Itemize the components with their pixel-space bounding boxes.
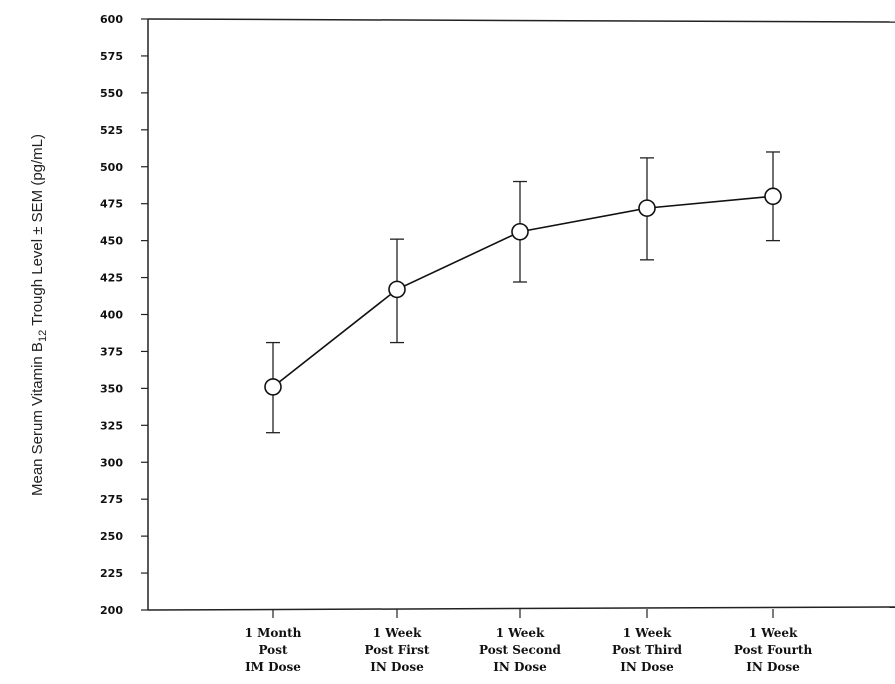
data-point: [511, 222, 529, 241]
y-tick-label: 225: [100, 567, 123, 580]
x-tick-label: 1 Week Post First IN Dose: [365, 626, 430, 674]
y-tick-label: 250: [100, 530, 123, 543]
x-tick-label-line: IM Dose: [245, 660, 301, 674]
y-axis-label-main: Mean Serum Vitamin B: [29, 342, 46, 496]
x-tick-label: 1 Month Post IM Dose: [245, 626, 302, 674]
y-tick-label: 550: [100, 87, 123, 100]
x-tick-label-line: Post Third: [612, 643, 683, 657]
x-tick-label-line: Post Second: [479, 643, 562, 657]
y-tick-label: 450: [100, 235, 123, 248]
x-tick-label: 1 Week Post Third IN Dose: [612, 626, 683, 674]
y-tick-label: 475: [100, 198, 123, 211]
y-tick-label: 425: [100, 272, 123, 285]
x-ticks: 1 Month Post IM Dose 1 Week Post First IN Dos…: [245, 609, 813, 674]
x-tick-label-line: 1 Week: [623, 626, 672, 640]
y-tick-label: 400: [100, 309, 123, 322]
y-tick-label: 525: [100, 124, 123, 137]
y-tick-label: 600: [100, 13, 123, 26]
y-tick-label: 200: [100, 604, 123, 617]
data-point: [764, 187, 782, 206]
x-tick-label-line: 1 Week: [373, 626, 422, 640]
x-axis: [147, 606, 895, 611]
y-tick-label: 325: [100, 419, 123, 432]
y-axis-label: Mean Serum Vitamin B12 Trough Level ± SE…: [29, 134, 49, 496]
x-tick-label: 1 Week Post Fourth IN Dose: [734, 626, 813, 674]
plot-frame: [147, 18, 895, 611]
x-tick-label-line: Post Fourth: [734, 643, 813, 657]
x-tick-label-line: IN Dose: [620, 660, 674, 674]
series-mean-b12: [264, 151, 782, 434]
y-tick-label: 300: [100, 456, 123, 469]
x-tick-label-line: Post: [258, 643, 287, 657]
y-ticks: 200 225 250 275 300 325 350 375 400 425 450 475 500 5…: [100, 13, 148, 617]
x-tick-label: 1 Week Post Second IN Dose: [479, 626, 562, 674]
y-tick-label: 375: [100, 345, 123, 358]
y-tick-label: 500: [100, 161, 123, 174]
x-tick-label-line: IN Dose: [493, 660, 547, 674]
data-point: [388, 280, 406, 299]
y-tick-label: 575: [100, 50, 123, 63]
data-point: [264, 378, 282, 396]
y-axis-label-rest: Trough Level ± SEM (pg/mL): [29, 134, 46, 330]
data-point: [638, 199, 656, 217]
x-tick-label-line: IN Dose: [370, 660, 424, 674]
x-tick-label-line: 1 Month: [245, 626, 302, 640]
x-tick-label-line: Post First: [365, 643, 430, 657]
y-axis-label-subscript: 12: [37, 330, 49, 342]
y-tick-label: 275: [100, 493, 123, 506]
plot-top-border: [147, 18, 895, 23]
x-tick-label-line: 1 Week: [496, 626, 545, 640]
x-tick-label-line: IN Dose: [746, 660, 800, 674]
x-tick-label-line: 1 Week: [749, 626, 798, 640]
y-tick-label: 350: [100, 382, 123, 395]
